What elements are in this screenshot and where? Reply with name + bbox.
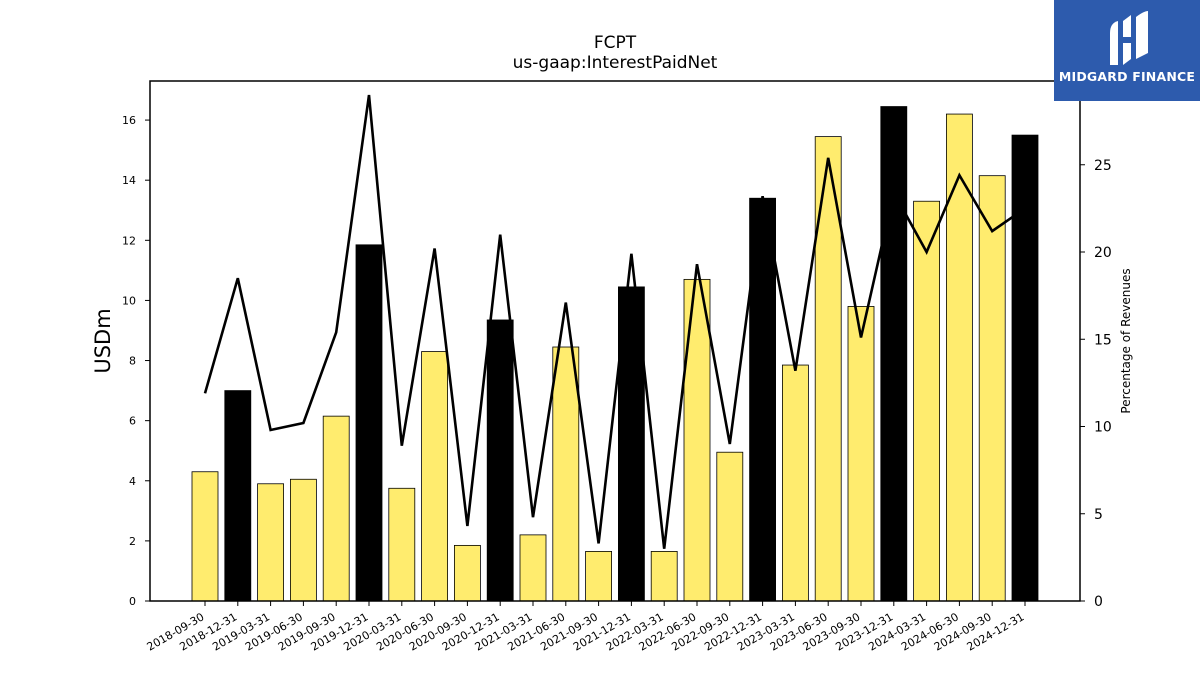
midgard-logo: MIDGARD FINANCE <box>1054 0 1200 101</box>
bar-2021-06-30 <box>552 346 580 602</box>
bar-2022-06-30 <box>683 278 711 602</box>
bar-2018-12-31 <box>224 390 252 602</box>
bar-2019-09-30 <box>322 415 350 602</box>
y-tick-label: 4 <box>129 475 136 488</box>
bar-2024-09-30 <box>978 175 1006 602</box>
y-tick-label: 10 <box>122 294 136 307</box>
y-tick-label: 6 <box>129 415 136 428</box>
bar-2022-09-30 <box>716 451 744 602</box>
bar-2024-12-31 <box>1011 134 1039 602</box>
bar-2023-03-31 <box>782 364 809 602</box>
percentage-line <box>203 94 1026 549</box>
y-tick-label: 2 <box>129 535 136 548</box>
y-right-tick-label: 0 <box>1094 594 1103 610</box>
bar-2022-03-31 <box>650 551 678 602</box>
bar-2018-09-30 <box>191 471 219 602</box>
bar-2019-12-31 <box>355 244 383 602</box>
y-right-tick-label: 20 <box>1094 245 1112 261</box>
y-right-tick-label: 5 <box>1094 507 1103 523</box>
bar-2021-09-30 <box>585 551 612 602</box>
y-tick-label: 8 <box>129 355 136 368</box>
bar-2024-06-30 <box>946 113 973 602</box>
y-tick-label: 0 <box>129 595 136 608</box>
y-tick-label: 12 <box>122 234 136 247</box>
bar-2024-03-31 <box>913 200 940 602</box>
chart-subtitle: us-gaap:InterestPaidNet <box>513 53 718 73</box>
bar-2019-03-31 <box>257 483 285 602</box>
midgard-logo-icon <box>1110 11 1148 65</box>
bar-2023-09-30 <box>847 306 875 602</box>
bar-2019-06-30 <box>289 478 317 602</box>
bar-2021-03-31 <box>519 534 547 602</box>
line-layer <box>203 94 1026 549</box>
y-right-tick-label: 25 <box>1094 158 1112 174</box>
plot-frame <box>149 80 1081 602</box>
y-tick-label: 14 <box>122 174 136 187</box>
y-axis-label: USDm <box>91 308 115 373</box>
chart-title: FCPT <box>594 33 637 53</box>
bar-2023-12-31 <box>880 106 908 602</box>
y-right-tick-label: 10 <box>1094 420 1112 436</box>
bar-2020-09-30 <box>453 544 481 602</box>
bar-2020-12-31 <box>486 319 514 602</box>
y-axis-right-label: Percentage of Revenues <box>1119 268 1133 413</box>
y-right-tick-label: 15 <box>1094 332 1112 348</box>
y-tick-label: 16 <box>122 114 136 127</box>
logo-text: MIDGARD FINANCE <box>1058 69 1196 84</box>
bar-2020-03-31 <box>388 487 416 602</box>
bar-2020-06-30 <box>421 351 449 602</box>
bars-layer <box>191 106 1039 602</box>
